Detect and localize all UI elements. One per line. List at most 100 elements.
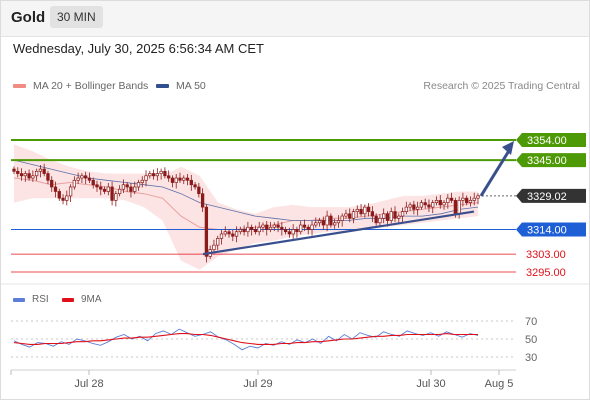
candle-body <box>280 226 284 230</box>
candle-body <box>159 170 163 174</box>
legend-label-bollinger: MA 20 + Bollinger Bands <box>33 80 149 92</box>
candle-body <box>385 213 390 221</box>
candle-body <box>38 168 43 172</box>
candle-body <box>321 220 325 226</box>
candle-body <box>76 177 80 181</box>
rsi-legend-swatch-9ma <box>62 297 74 302</box>
header-bar: Gold 30 MIN <box>0 0 590 37</box>
candle-body <box>219 233 224 239</box>
timeframe-badge[interactable]: 30 MIN <box>50 6 103 28</box>
candle-body <box>57 191 61 199</box>
legend-swatch-ma50 <box>156 84 169 88</box>
candle-body <box>253 229 258 233</box>
candle-body <box>136 182 141 188</box>
ma20-line <box>13 177 479 230</box>
candle-body <box>468 200 473 203</box>
candle-body <box>110 186 114 201</box>
candle-body <box>434 200 439 203</box>
candle-body <box>438 200 442 206</box>
candle-body <box>133 186 137 192</box>
candle-body <box>170 177 175 183</box>
candle-body <box>125 184 129 188</box>
candle-body <box>446 197 450 203</box>
level-label-3303-00: 3303.00 <box>526 249 566 261</box>
ma50-line <box>13 159 479 221</box>
candle-body <box>404 206 408 212</box>
candle-body <box>476 195 480 199</box>
candle-body <box>65 195 69 201</box>
candle-body <box>329 215 333 226</box>
candle-body <box>223 231 227 235</box>
legend-label-ma50: MA 50 <box>176 80 206 92</box>
rsi-line <box>13 328 479 351</box>
candle-body <box>295 229 299 233</box>
candle-body <box>283 229 288 233</box>
level-tag-3329-02 <box>516 188 586 203</box>
candle-body <box>400 211 405 217</box>
candle-body <box>80 175 84 179</box>
candle-body <box>72 179 77 188</box>
candle-body <box>178 177 182 181</box>
forecast-arrow-shaft <box>479 148 512 197</box>
legend-item-ma50: MA 50 <box>156 80 206 92</box>
candle-body <box>246 226 250 233</box>
level-label-3329-02: 3329.02 <box>527 191 567 203</box>
candle-body <box>272 224 276 228</box>
candle-body <box>129 186 133 192</box>
x-tick-label: Jul 28 <box>74 378 103 390</box>
bollinger-band-area <box>14 144 478 270</box>
candle-body <box>99 186 103 190</box>
candle-body <box>389 211 393 221</box>
candle-body <box>231 233 235 237</box>
candle-body <box>91 179 95 186</box>
candle-body <box>182 177 186 181</box>
candle-body <box>102 188 107 192</box>
candle-body <box>325 215 329 226</box>
candle-body <box>382 213 386 219</box>
candle-body <box>359 209 363 215</box>
research-credit: Research © 2025 Trading Central <box>423 80 580 92</box>
candle-body <box>291 229 295 235</box>
candle-body <box>144 175 148 181</box>
candle-body <box>140 179 144 183</box>
x-tick-label: Jul 30 <box>416 378 445 390</box>
candle-body <box>317 220 322 224</box>
candle-body <box>42 168 46 174</box>
candle-body <box>155 173 159 177</box>
candle-body <box>23 173 27 177</box>
rsi-legend-item-rsi: RSI <box>13 294 49 305</box>
candle-body <box>189 179 193 186</box>
candle-body <box>344 213 348 217</box>
candle-body <box>227 231 231 235</box>
candle-body <box>306 226 310 230</box>
candle-body <box>442 202 446 206</box>
candle-body <box>465 197 469 203</box>
candle-body <box>151 173 156 177</box>
candle-body <box>193 184 197 188</box>
candle-body <box>299 224 303 233</box>
candle-body <box>431 202 435 208</box>
candle-body <box>16 170 20 174</box>
candle-body <box>257 226 261 233</box>
candle-body <box>366 206 371 212</box>
candle-body <box>310 224 314 230</box>
candle-body <box>27 173 31 179</box>
candle-body <box>314 222 318 226</box>
candle-body <box>238 229 242 233</box>
candle-body <box>268 226 273 230</box>
level-label-3295-00: 3295.00 <box>526 267 566 279</box>
candle-body <box>265 224 269 230</box>
candle-body <box>378 217 382 224</box>
candle-body <box>117 188 122 195</box>
rsi-legend-label-9ma: 9MA <box>81 294 102 305</box>
candle-body <box>46 173 50 181</box>
candle-body <box>370 211 375 217</box>
candle-body <box>61 197 65 201</box>
candle-body <box>412 204 416 210</box>
candle-body <box>148 173 152 177</box>
candle-body <box>167 175 171 179</box>
legend-swatch-bollinger <box>13 84 26 88</box>
candle-body <box>355 209 359 212</box>
support-trendline <box>202 210 475 256</box>
